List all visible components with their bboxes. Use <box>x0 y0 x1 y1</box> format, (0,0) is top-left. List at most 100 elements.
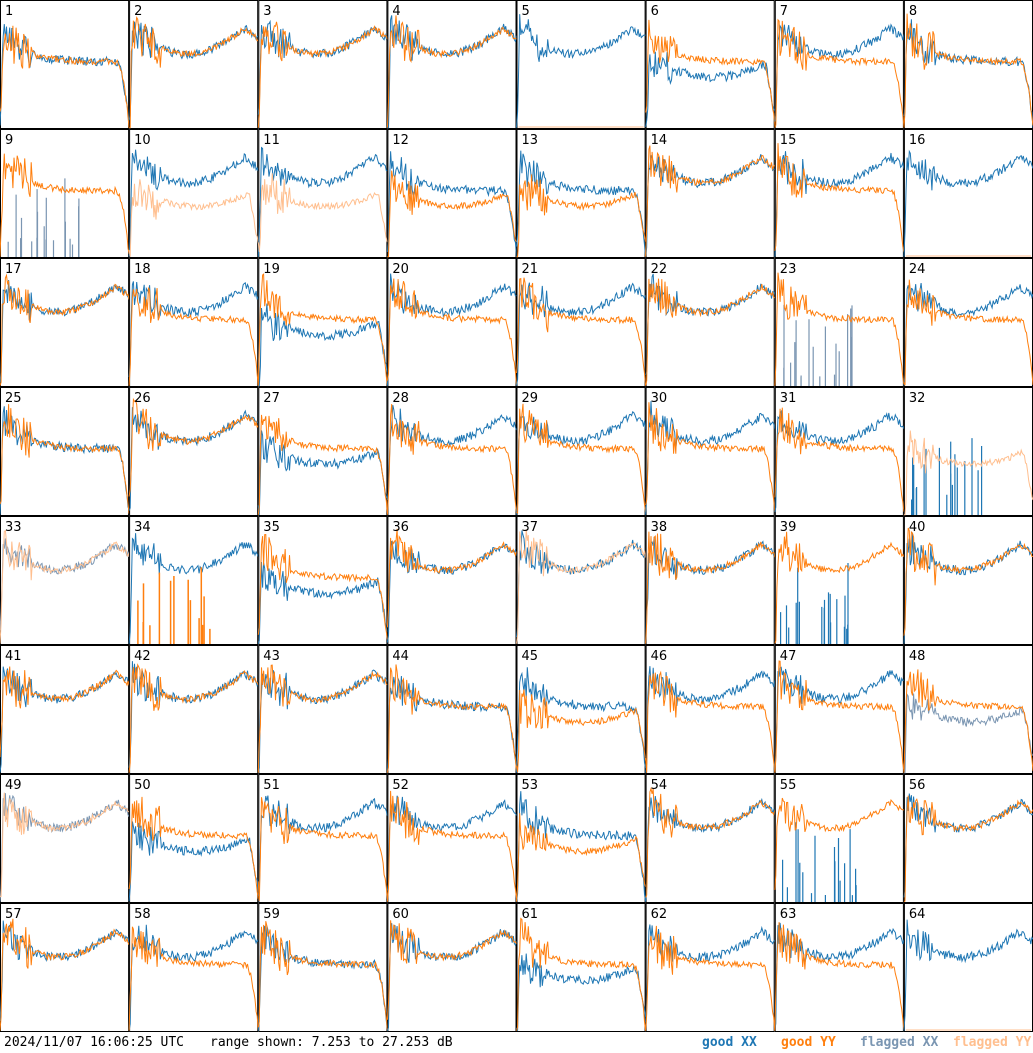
panel-frame <box>258 516 388 645</box>
yy-trace <box>516 813 647 902</box>
panel-25: 25 <box>0 387 130 516</box>
yy-trace <box>645 531 776 644</box>
panel-45: 45 <box>516 645 647 774</box>
yy-trace <box>128 796 259 900</box>
panel-5: 5 <box>516 0 646 129</box>
panel-15: 15 <box>774 129 905 258</box>
yy-trace <box>0 273 130 386</box>
panel-47: 47 <box>774 645 905 774</box>
xx-trace <box>0 406 130 515</box>
xx-trace <box>0 538 130 631</box>
legend-good-xx: good XX <box>702 1035 757 1050</box>
panel-2: 2 <box>128 0 259 129</box>
xx-trace <box>911 438 983 515</box>
panel-56: 56 <box>903 774 1033 903</box>
panel-frame <box>645 387 775 516</box>
xx-trace <box>516 667 647 773</box>
panel-frame <box>0 0 130 129</box>
yy-trace <box>128 287 259 386</box>
panel-number: 59 <box>263 907 280 922</box>
panel-frame <box>903 258 1033 387</box>
panel-frame <box>774 903 904 1032</box>
panel-21: 21 <box>516 258 647 387</box>
xx-trace <box>782 822 857 902</box>
yy-trace <box>386 278 517 386</box>
panel-frame <box>129 129 259 258</box>
panel-frame <box>129 0 259 129</box>
legend-flagged-yy: flagged YY <box>953 1035 1032 1050</box>
xx-trace <box>7 178 80 257</box>
xx-trace <box>128 533 259 644</box>
panel-number: 42 <box>134 649 151 664</box>
xx-trace <box>516 14 646 128</box>
xx-trace <box>257 561 388 644</box>
xx-trace <box>258 303 388 387</box>
panel-frame <box>516 258 646 387</box>
panel-40: 40 <box>903 516 1033 645</box>
panel-frame <box>387 516 517 645</box>
panel-frame <box>258 645 388 774</box>
panel-number: 6 <box>651 4 659 19</box>
xx-trace <box>774 23 905 122</box>
panel-38: 38 <box>645 516 776 645</box>
panel-frame <box>516 516 646 645</box>
panel-frame <box>0 258 130 387</box>
yy-trace <box>516 917 647 1031</box>
yy-trace <box>645 402 776 513</box>
panel-number: 61 <box>522 907 539 922</box>
panel-frame <box>903 129 1033 258</box>
panel-number: 17 <box>5 262 22 277</box>
xx-trace <box>386 540 517 643</box>
panel-number: 27 <box>263 391 280 406</box>
xx-trace <box>0 793 130 902</box>
panel-52: 52 <box>386 774 517 903</box>
panel-29: 29 <box>516 387 647 516</box>
panel-number: 1 <box>5 4 13 19</box>
yy-trace <box>257 414 388 515</box>
panel-number: 15 <box>780 133 797 148</box>
panel-number: 46 <box>651 649 668 664</box>
panel-4: 4 <box>386 0 517 129</box>
xx-trace <box>645 924 776 1023</box>
panel-frame <box>129 516 259 645</box>
panel-42: 42 <box>128 645 259 774</box>
xx-trace <box>645 273 776 376</box>
yy-trace <box>257 664 388 773</box>
panel-number: 24 <box>909 262 926 277</box>
xx-trace <box>386 273 517 386</box>
xx-trace <box>645 536 776 644</box>
panel-frame <box>645 903 775 1032</box>
panel-number: 49 <box>5 778 22 793</box>
xx-trace <box>128 149 259 257</box>
yy-trace <box>645 278 776 386</box>
panel-frame <box>516 387 646 516</box>
yy-trace <box>774 18 905 128</box>
panel-frame <box>0 903 130 1032</box>
yy-trace <box>645 145 776 257</box>
yy-trace <box>774 660 905 773</box>
yy-trace <box>386 790 517 902</box>
yy-trace <box>645 19 776 127</box>
yy-trace <box>0 666 130 758</box>
panel-12: 12 <box>386 129 517 258</box>
panel-frame <box>387 258 517 387</box>
panel-number: 43 <box>263 649 280 664</box>
panel-frame <box>129 258 259 387</box>
panel-number: 31 <box>780 391 797 406</box>
panel-46: 46 <box>645 645 776 774</box>
panel-number: 51 <box>263 778 280 793</box>
yy-trace <box>0 918 130 1031</box>
panel-number: 16 <box>909 133 926 148</box>
yy-trace <box>774 407 905 512</box>
panel-number: 7 <box>780 4 788 19</box>
panel-number: 30 <box>651 391 668 406</box>
panel-frame <box>129 903 259 1032</box>
panel-number: 5 <box>522 4 530 19</box>
yy-trace <box>903 279 1033 386</box>
panel-6: 6 <box>645 0 776 129</box>
panel-39: 39 <box>774 516 905 645</box>
panel-frame <box>258 129 388 258</box>
panel-number: 44 <box>392 649 409 664</box>
panel-63: 63 <box>774 903 905 1032</box>
panel-16: 16 <box>903 129 1033 258</box>
